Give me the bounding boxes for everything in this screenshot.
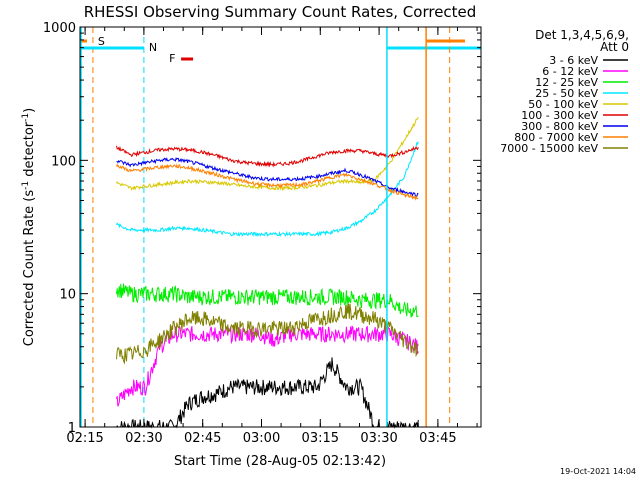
series-line-25-50kev (116, 141, 419, 238)
legend-entry-label: 800 - 7000 keV (514, 131, 598, 144)
x-tick-label: 03:00 (243, 431, 280, 446)
x-tick-label: 03:15 (302, 431, 339, 446)
saa-label: S (98, 35, 105, 48)
series-line-3-6kev (116, 357, 419, 429)
legend-header: Det 1,3,4,5,6,9, (535, 28, 629, 42)
legend-entry-label: 12 - 25 keV (535, 76, 598, 89)
series-line-800-7000kev (116, 163, 419, 201)
legend-entry-label: 50 - 100 keV (528, 98, 598, 111)
plot-area: S NF (80, 27, 481, 429)
night-label: N (149, 41, 157, 54)
series-line-12-25kev (116, 283, 419, 318)
y-axis: 1 10 100 1000 (43, 21, 481, 436)
series-line-7000-15000kev (116, 303, 419, 365)
x-axis: 02:15 02:30 02:45 03:00 03:15 03:30 03:45 (66, 27, 478, 446)
series-line-300-800kev (116, 157, 419, 198)
timestamp: 19-Oct-2021 14:04 (560, 467, 636, 476)
legend-entry-label: 3 - 6 keV (549, 54, 598, 67)
legend-entry-label: 7000 - 15000 keV (500, 142, 598, 155)
y-axis-label: Corrected Count Rate (s-1 detector-1) (21, 108, 37, 346)
y-tick-label: 1000 (43, 21, 76, 36)
y-tick-label: 10 (59, 288, 76, 303)
x-tick-label: 02:30 (125, 431, 162, 446)
y-tick-label: 100 (51, 154, 76, 169)
chart-title: RHESSI Observing Summary Count Rates, Co… (84, 3, 477, 21)
x-axis-label: Start Time (28-Aug-05 02:13:42) (174, 454, 386, 469)
legend-entry-label: 6 - 12 keV (542, 65, 598, 78)
x-tick-label: 03:30 (360, 431, 397, 446)
y-tick-label: 1 (68, 421, 76, 436)
legend-entry-label: 100 - 300 keV (521, 109, 598, 122)
series-line-100-300kev (116, 145, 419, 168)
legend-entry-label: 300 - 800 keV (521, 120, 598, 133)
flare-label: F (169, 52, 175, 65)
legend-attenuator: Att 0 (600, 40, 629, 54)
x-tick-label: 02:15 (66, 431, 103, 446)
x-tick-label: 03:45 (419, 431, 456, 446)
plot-frame (79, 26, 482, 428)
legend-entry-label: 25 - 50 keV (535, 87, 598, 100)
x-tick-label: 02:45 (184, 431, 221, 446)
